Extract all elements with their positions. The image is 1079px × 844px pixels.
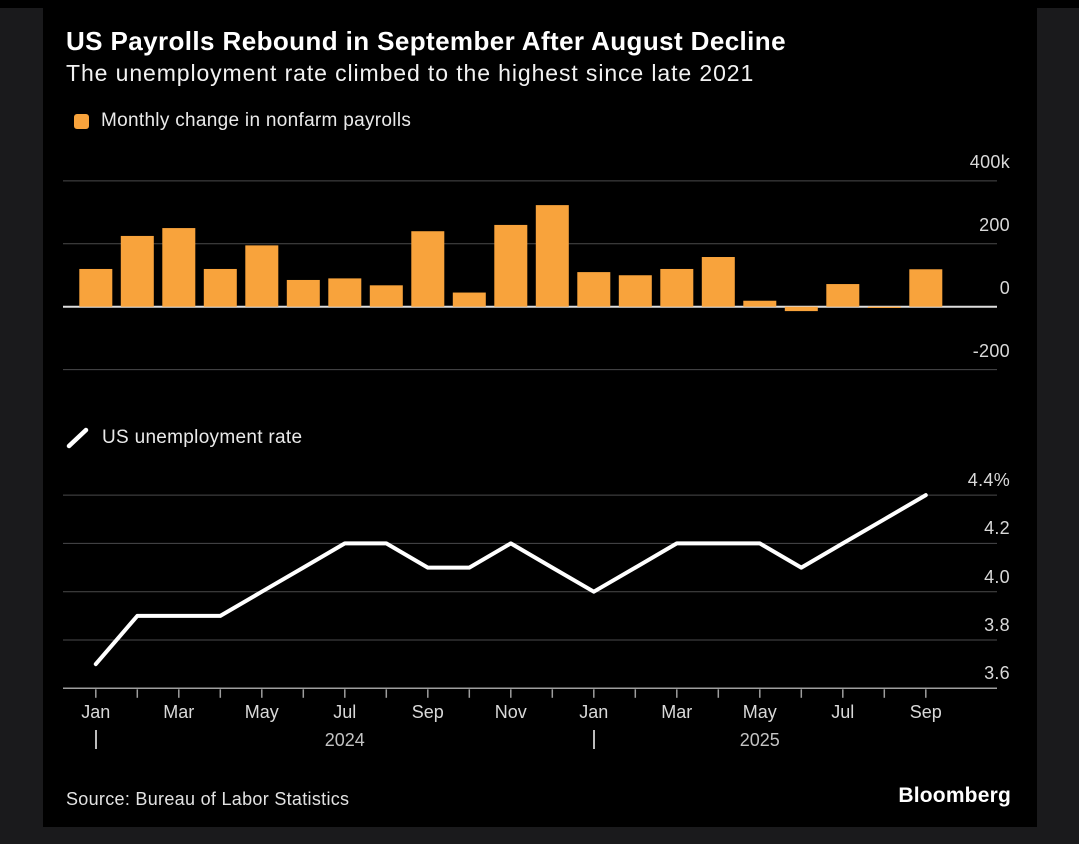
bar xyxy=(245,245,279,307)
bar xyxy=(120,235,154,307)
month-label: Mar xyxy=(661,702,693,722)
month-label: Jul xyxy=(333,702,357,722)
month-label: Jul xyxy=(831,702,855,722)
bar xyxy=(411,231,445,307)
year-label: 2024 xyxy=(324,730,365,750)
month-label: Nov xyxy=(494,702,527,722)
month-label: Sep xyxy=(909,702,942,722)
unemployment-legend: US unemployment rate xyxy=(66,426,302,450)
source-note: Source: Bureau of Labor Statistics xyxy=(66,789,350,809)
month-label: Jan xyxy=(81,702,111,722)
page-title: US Payrolls Rebound in September After A… xyxy=(66,26,786,56)
unemployment-line xyxy=(93,493,928,667)
payrolls-legend-label: Monthly change in nonfarm payrolls xyxy=(101,110,412,131)
bar xyxy=(286,279,320,307)
line-ytick-label: 4.2 xyxy=(984,518,1010,539)
line-ytick-label: 4.4% xyxy=(967,470,1010,491)
month-label: Jan xyxy=(579,702,609,722)
bar xyxy=(660,268,694,307)
month-label: Sep xyxy=(411,702,444,722)
bar xyxy=(162,228,196,307)
line-ytick-label: 3.8 xyxy=(984,615,1010,635)
unemployment-line-chart xyxy=(63,493,997,698)
month-label: May xyxy=(244,702,279,722)
bar xyxy=(784,306,818,312)
unemployment-legend-label: US unemployment rate xyxy=(102,427,303,448)
bar xyxy=(494,224,528,307)
line-ytick-label: 4.0 xyxy=(984,566,1010,587)
bar xyxy=(909,269,943,307)
bar xyxy=(577,272,611,307)
payrolls-bar-chart xyxy=(63,180,997,371)
orange-square-icon xyxy=(74,113,89,129)
bar xyxy=(328,278,362,307)
bar xyxy=(535,205,569,307)
bloomberg-logo: Bloomberg xyxy=(898,784,1011,807)
page-subtitle: The unemployment rate climbed to the hig… xyxy=(66,60,755,86)
bar-ytick-label: 400k xyxy=(969,151,1010,172)
bar xyxy=(452,292,486,307)
bar xyxy=(618,275,652,307)
bar xyxy=(867,306,901,308)
bar-ytick-label: 0 xyxy=(999,277,1010,298)
bar xyxy=(826,284,860,307)
bar xyxy=(743,300,777,307)
line-ytick-label: 3.6 xyxy=(984,663,1010,684)
bar xyxy=(203,268,237,307)
bar xyxy=(79,268,113,307)
year-start-mark xyxy=(592,730,595,749)
top-strip xyxy=(0,0,1079,8)
bar-ytick-label: 200 xyxy=(979,214,1010,235)
bar xyxy=(701,257,735,307)
chart-card: US Payrolls Rebound in September After A… xyxy=(43,8,1037,827)
line-segment-icon xyxy=(66,427,89,449)
month-label: May xyxy=(742,702,777,722)
payrolls-legend: Monthly change in nonfarm payrolls xyxy=(74,110,411,132)
month-label: Mar xyxy=(163,702,195,722)
year-label: 2025 xyxy=(739,730,780,750)
bar xyxy=(369,285,403,307)
bar-ytick-label: -200 xyxy=(972,340,1010,361)
year-start-mark xyxy=(94,730,97,749)
